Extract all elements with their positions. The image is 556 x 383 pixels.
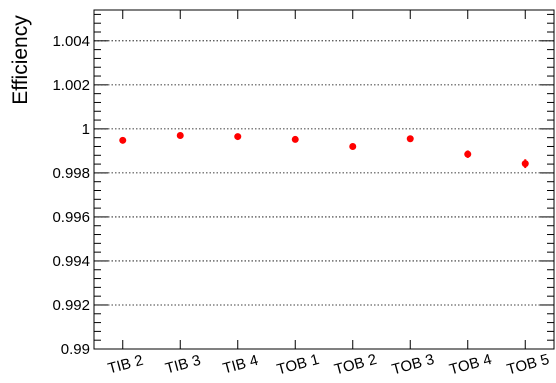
y-tick-label: 0.992: [52, 297, 90, 314]
x-tick-label: TOB 2: [333, 351, 379, 379]
data-point: [234, 133, 242, 141]
data-points: [119, 131, 529, 169]
y-tick-label: 1.002: [52, 77, 90, 94]
data-point: [464, 150, 472, 158]
x-tick-label: TIB 4: [221, 352, 260, 378]
x-tick-label: TOB 4: [448, 351, 494, 379]
x-tick-label: TOB 3: [390, 351, 436, 379]
axis-ticks: [94, 10, 554, 350]
y-axis-title: Efficiency: [9, 15, 32, 105]
y-tick-label: 0.996: [52, 209, 90, 226]
x-tick-label: TIB 3: [164, 352, 203, 378]
x-tick-labels: TIB 2 TIB 3 TIB 4 TOB 1 TOB 2 TOB 3 TOB 4 TOB 5: [106, 351, 551, 379]
y-tick-label: 0.994: [52, 253, 90, 270]
data-point: [406, 135, 414, 143]
x-tick-label: TIB 2: [106, 352, 145, 378]
grid-lines: [94, 40, 554, 306]
data-point: [291, 135, 299, 143]
y-tick-label: 1.004: [52, 33, 90, 50]
data-point: [176, 131, 184, 139]
y-tick-label: 1: [82, 121, 90, 138]
data-point: [349, 142, 357, 150]
data-point: [119, 136, 127, 144]
x-tick-label: TOB 1: [275, 351, 321, 379]
y-tick-labels: 0.99 0.992 0.994 0.996 0.998 1 1.002 1.004: [52, 33, 90, 358]
data-point: [521, 160, 529, 168]
plot-frame: [93, 9, 555, 350]
y-tick-label: 0.998: [52, 165, 90, 182]
y-tick-label: 0.99: [61, 341, 90, 358]
x-tick-label: TOB 5: [505, 351, 551, 379]
